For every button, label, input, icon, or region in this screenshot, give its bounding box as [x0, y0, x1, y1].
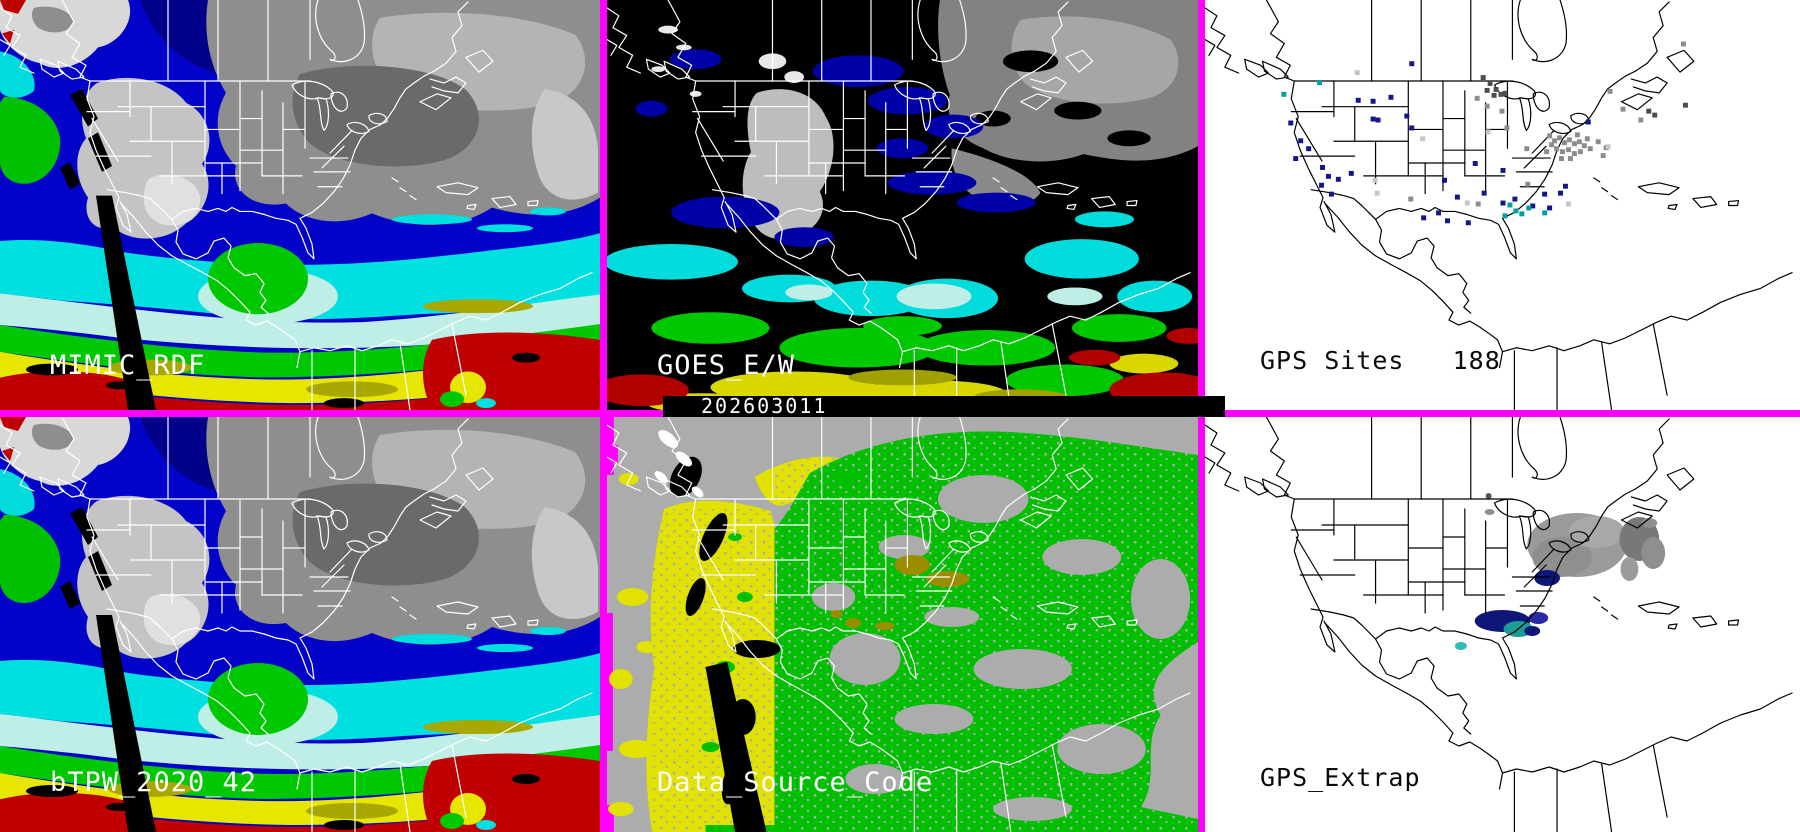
gps-extrap-map: [1205, 417, 1800, 832]
panel-goes-ew: GOES_E/W: [607, 0, 1198, 410]
data-source-code-image: [607, 417, 1198, 832]
panel-data-source-code: Data_Source_Code: [607, 417, 1198, 832]
panel-gps-sites: GPS Sites 188: [1205, 0, 1800, 410]
gps-extrap-regions: [1454, 493, 1666, 650]
panel-btpw: bTPW_2020_42: [0, 417, 600, 832]
gps-site-markers: [1281, 41, 1688, 226]
timestamp-text: 202603011: [701, 394, 828, 418]
timestamp-bar: 202603011: [663, 396, 1225, 417]
gps-sites-map: [1205, 0, 1800, 410]
panel-gps-extrap: GPS_Extrap: [1205, 417, 1800, 832]
goes-ew-image: [607, 0, 1198, 410]
mimic-rdf-image: [0, 0, 600, 410]
btpw-image: [0, 417, 600, 832]
panel-mimic-rdf: MIMIC_RDF: [0, 0, 600, 410]
